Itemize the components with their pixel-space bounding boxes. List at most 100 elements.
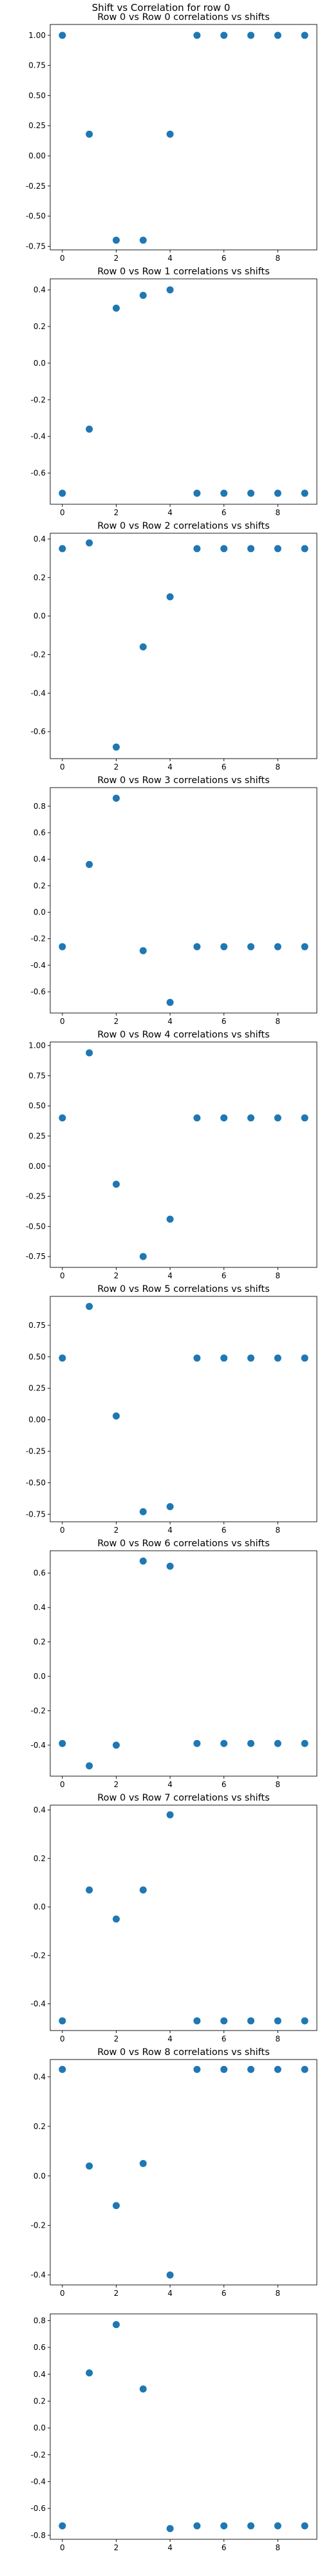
x-tick-label: 0 xyxy=(60,254,65,263)
data-point xyxy=(301,2017,308,2025)
data-point xyxy=(193,1739,201,1747)
axes-frame xyxy=(50,1550,317,1777)
y-tick-label: -0.25 xyxy=(26,1447,46,1456)
axes-frame xyxy=(50,278,317,505)
x-tick-label: 0 xyxy=(60,2034,65,2043)
x-tick-label: 8 xyxy=(276,1526,281,1535)
x-tick-label: 4 xyxy=(167,2034,173,2043)
y-tick-label: 0.2 xyxy=(33,2122,46,2131)
y-tick-label: 0.2 xyxy=(33,2396,46,2405)
data-point xyxy=(220,943,228,951)
data-point xyxy=(86,425,93,433)
data-point xyxy=(193,489,201,497)
data-point xyxy=(301,1739,308,1747)
data-point xyxy=(166,593,174,601)
data-point xyxy=(274,32,281,39)
y-tick-label: -0.25 xyxy=(26,1192,46,1201)
y-tick-label: -0.4 xyxy=(31,688,46,697)
x-tick-label: 6 xyxy=(222,2289,227,2298)
y-tick-label: 0.0 xyxy=(33,2423,46,2432)
data-point xyxy=(86,1303,93,1311)
y-tick-label: -0.4 xyxy=(31,2477,46,2486)
subplot-9: 0 2 4 6 8 -0.8 -0.6 -0.4 -0.2 0.0 0.2 0.4 0.6 0.8 xyxy=(31,2313,317,2552)
y-tick-label: -0.4 xyxy=(31,961,46,970)
x-tick-label: 2 xyxy=(114,1780,119,1789)
data-point xyxy=(274,545,281,553)
data-point xyxy=(301,545,308,553)
subplots: Row 0 vs Row 0 correlations vs shifts 0 2 4… xyxy=(26,12,317,2552)
y-tick-label: 0.25 xyxy=(28,1132,46,1141)
y-tick-label: 0.2 xyxy=(33,322,46,331)
y-tick-label: 0.4 xyxy=(33,1806,46,1815)
data-point xyxy=(86,2162,93,2170)
y-tick-label: -0.50 xyxy=(26,1222,46,1231)
y-tick-label: -0.75 xyxy=(26,242,46,251)
data-point xyxy=(193,32,201,39)
y-tick-label: 0.4 xyxy=(33,2370,46,2379)
data-point xyxy=(193,545,201,553)
y-tick-label: -0.25 xyxy=(26,182,46,191)
data-point xyxy=(301,2065,308,2073)
data-point xyxy=(220,1114,228,1122)
y-tick-label: 0.50 xyxy=(28,1101,46,1110)
y-tick-label: -0.2 xyxy=(31,1951,46,1960)
data-point xyxy=(112,1741,120,1749)
x-tick-label: 6 xyxy=(222,2034,227,2043)
x-tick-label: 0 xyxy=(60,1271,65,1280)
data-point xyxy=(247,489,255,497)
data-point xyxy=(193,2522,201,2530)
data-point xyxy=(139,1253,147,1260)
x-tick-label: 2 xyxy=(114,2289,119,2298)
x-tick-label: 8 xyxy=(276,1271,281,1280)
y-tick-label: -0.2 xyxy=(31,650,46,659)
data-point xyxy=(220,1354,228,1362)
y-tick-label: -0.50 xyxy=(26,212,46,221)
data-point xyxy=(59,943,66,951)
data-point xyxy=(139,292,147,299)
data-point xyxy=(247,1114,255,1122)
data-point xyxy=(166,2524,174,2532)
data-point xyxy=(301,1354,308,1362)
y-tick-label: -0.6 xyxy=(31,727,46,736)
x-tick-label: 2 xyxy=(114,508,119,517)
data-point xyxy=(166,1215,174,1223)
data-point xyxy=(274,2017,281,2025)
data-point xyxy=(112,305,120,312)
data-point xyxy=(112,1180,120,1188)
x-tick-label: 2 xyxy=(114,1017,119,1026)
data-point xyxy=(193,943,201,951)
y-tick-label: -0.75 xyxy=(26,1252,46,1261)
y-tick-label: 0.0 xyxy=(33,2172,46,2181)
subplot-6: Row 0 vs Row 6 correlations vs shifts 0 2 4… xyxy=(31,1539,317,1789)
x-tick-label: 6 xyxy=(222,1526,227,1535)
y-tick-label: -0.2 xyxy=(31,1706,46,1715)
data-point xyxy=(166,1562,174,1570)
x-tick-label: 4 xyxy=(167,508,173,517)
subplot-title: Row 0 vs Row 1 correlations vs shifts xyxy=(97,267,270,277)
data-point xyxy=(247,943,255,951)
data-point xyxy=(220,32,228,39)
y-tick-label: 0.6 xyxy=(33,1569,46,1578)
subplot-title: Row 0 vs Row 6 correlations vs shifts xyxy=(97,1539,270,1549)
y-tick-label: 0.4 xyxy=(33,2072,46,2081)
subplot-2: Row 0 vs Row 2 correlations vs shifts 0 2 4… xyxy=(31,521,317,772)
figure-title: Shift vs Correlation for row 0 xyxy=(92,2,231,14)
y-tick-label: 0.0 xyxy=(33,1672,46,1681)
data-point xyxy=(301,943,308,951)
x-tick-label: 6 xyxy=(222,762,227,772)
data-point xyxy=(139,1508,147,1515)
data-point xyxy=(166,1503,174,1511)
x-tick-label: 2 xyxy=(114,1526,119,1535)
data-point xyxy=(86,1762,93,1770)
data-point xyxy=(274,1739,281,1747)
subplot-title: Row 0 vs Row 3 correlations vs shifts xyxy=(97,775,270,786)
y-tick-label: 0.2 xyxy=(33,573,46,582)
y-tick-label: 0.75 xyxy=(28,1071,46,1080)
data-point xyxy=(112,2202,120,2210)
data-point xyxy=(59,2065,66,2073)
data-point xyxy=(86,2369,93,2377)
y-tick-label: 0.4 xyxy=(33,535,46,544)
y-tick-label: 0.6 xyxy=(33,2343,46,2352)
data-point xyxy=(112,236,120,244)
data-point xyxy=(86,539,93,547)
